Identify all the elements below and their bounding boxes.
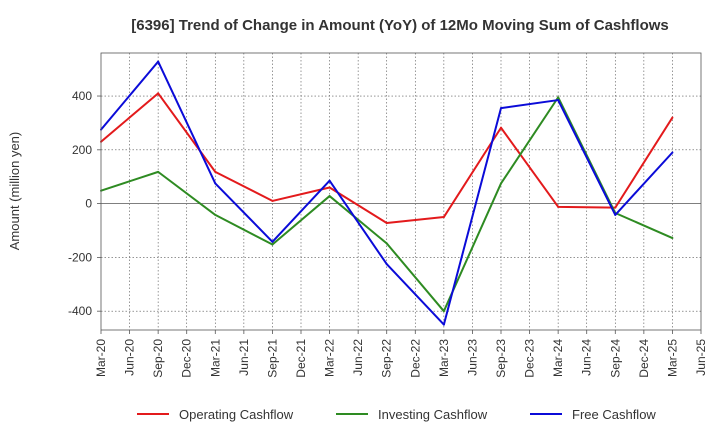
x-tick-label: Mar-24: [551, 339, 565, 377]
x-tick-label: Jun-25: [694, 339, 708, 376]
x-tick-label: Dec-24: [637, 339, 651, 378]
y-axis-ticks: -400 -200 0 200 400: [68, 89, 101, 318]
x-tick-label: Sep-20: [151, 339, 165, 378]
x-tick-label: Sep-24: [608, 339, 622, 378]
free-cashflow-point: [271, 240, 274, 243]
operating-cashflow-point: [442, 216, 445, 219]
x-tick-label: Sep-22: [380, 339, 394, 378]
x-tick-label: Mar-23: [437, 339, 451, 377]
operating-cashflow-point: [614, 206, 617, 209]
y-axis-label: Amount (million yen): [7, 132, 22, 251]
free-cashflow-point: [214, 182, 217, 185]
investing-cashflow-point: [385, 242, 388, 245]
operating-cashflow-point: [157, 92, 160, 95]
operating-cashflow-point: [214, 170, 217, 173]
y-tick-label: 0: [85, 197, 92, 211]
free-cashflow-point: [500, 107, 502, 110]
chart-title: [6396] Trend of Change in Amount (YoY) o…: [131, 17, 669, 34]
operating-cashflow-point: [500, 126, 502, 129]
free-cashflow-point: [157, 60, 160, 63]
investing-cashflow-point: [157, 170, 160, 173]
free-cashflow-point: [557, 99, 560, 102]
y-tick-label: -200: [68, 250, 92, 264]
free-cashflow-point: [385, 263, 388, 266]
operating-cashflow-point: [385, 221, 388, 224]
x-tick-label: Jun-22: [351, 339, 365, 376]
x-tick-label: Sep-21: [265, 339, 279, 378]
x-tick-label: Dec-23: [523, 339, 537, 378]
operating-cashflow-point: [271, 199, 274, 202]
x-tick-label: Mar-21: [208, 339, 222, 377]
y-tick-label: -400: [68, 304, 92, 318]
x-tick-label: Jun-23: [465, 339, 479, 376]
free-cashflow-point: [614, 213, 617, 216]
x-tick-label: Sep-23: [494, 339, 508, 378]
investing-cashflow-point: [214, 213, 217, 216]
x-tick-label: Mar-20: [94, 339, 108, 377]
operating-cashflow-legend-label: Operating Cashflow: [179, 407, 294, 422]
free-cashflow-point: [671, 151, 674, 154]
investing-cashflow-point: [671, 237, 674, 240]
operating-cashflow-point: [557, 205, 560, 208]
grid-lines: [101, 53, 701, 330]
free-cashflow-legend-label: Free Cashflow: [572, 407, 656, 422]
x-tick-label: Mar-22: [323, 339, 337, 377]
y-tick-label: 400: [72, 89, 92, 103]
x-tick-label: Mar-25: [665, 339, 679, 377]
series-lines: [100, 60, 674, 326]
operating-cashflow-point: [328, 186, 331, 189]
x-tick-label: Dec-21: [294, 339, 308, 378]
x-tick-label: Dec-20: [180, 339, 194, 378]
x-axis-ticks: Mar-20 Jun-20 Sep-20 Dec-20 Mar-21 Jun-21 Sep-…: [94, 330, 708, 378]
operating-cashflow-point: [671, 116, 674, 119]
x-tick-label: Jun-21: [237, 339, 251, 376]
free-cashflow-point: [442, 323, 445, 326]
investing-cashflow-legend-label: Investing Cashflow: [378, 407, 488, 422]
free-cashflow-point: [328, 179, 331, 182]
legend: Operating Cashflow Investing Cashflow Free…: [137, 407, 656, 422]
investing-cashflow-point: [328, 195, 331, 198]
x-tick-label: Jun-24: [580, 339, 594, 376]
investing-cashflow-point: [557, 96, 560, 99]
x-tick-label: Jun-20: [123, 339, 137, 376]
y-tick-label: 200: [72, 143, 92, 157]
investing-cashflow-point: [442, 310, 445, 313]
plot-area-frame: [100, 52, 702, 331]
x-tick-label: Dec-22: [408, 339, 422, 378]
investing-cashflow-point: [271, 243, 274, 246]
investing-cashflow-point: [500, 182, 502, 185]
